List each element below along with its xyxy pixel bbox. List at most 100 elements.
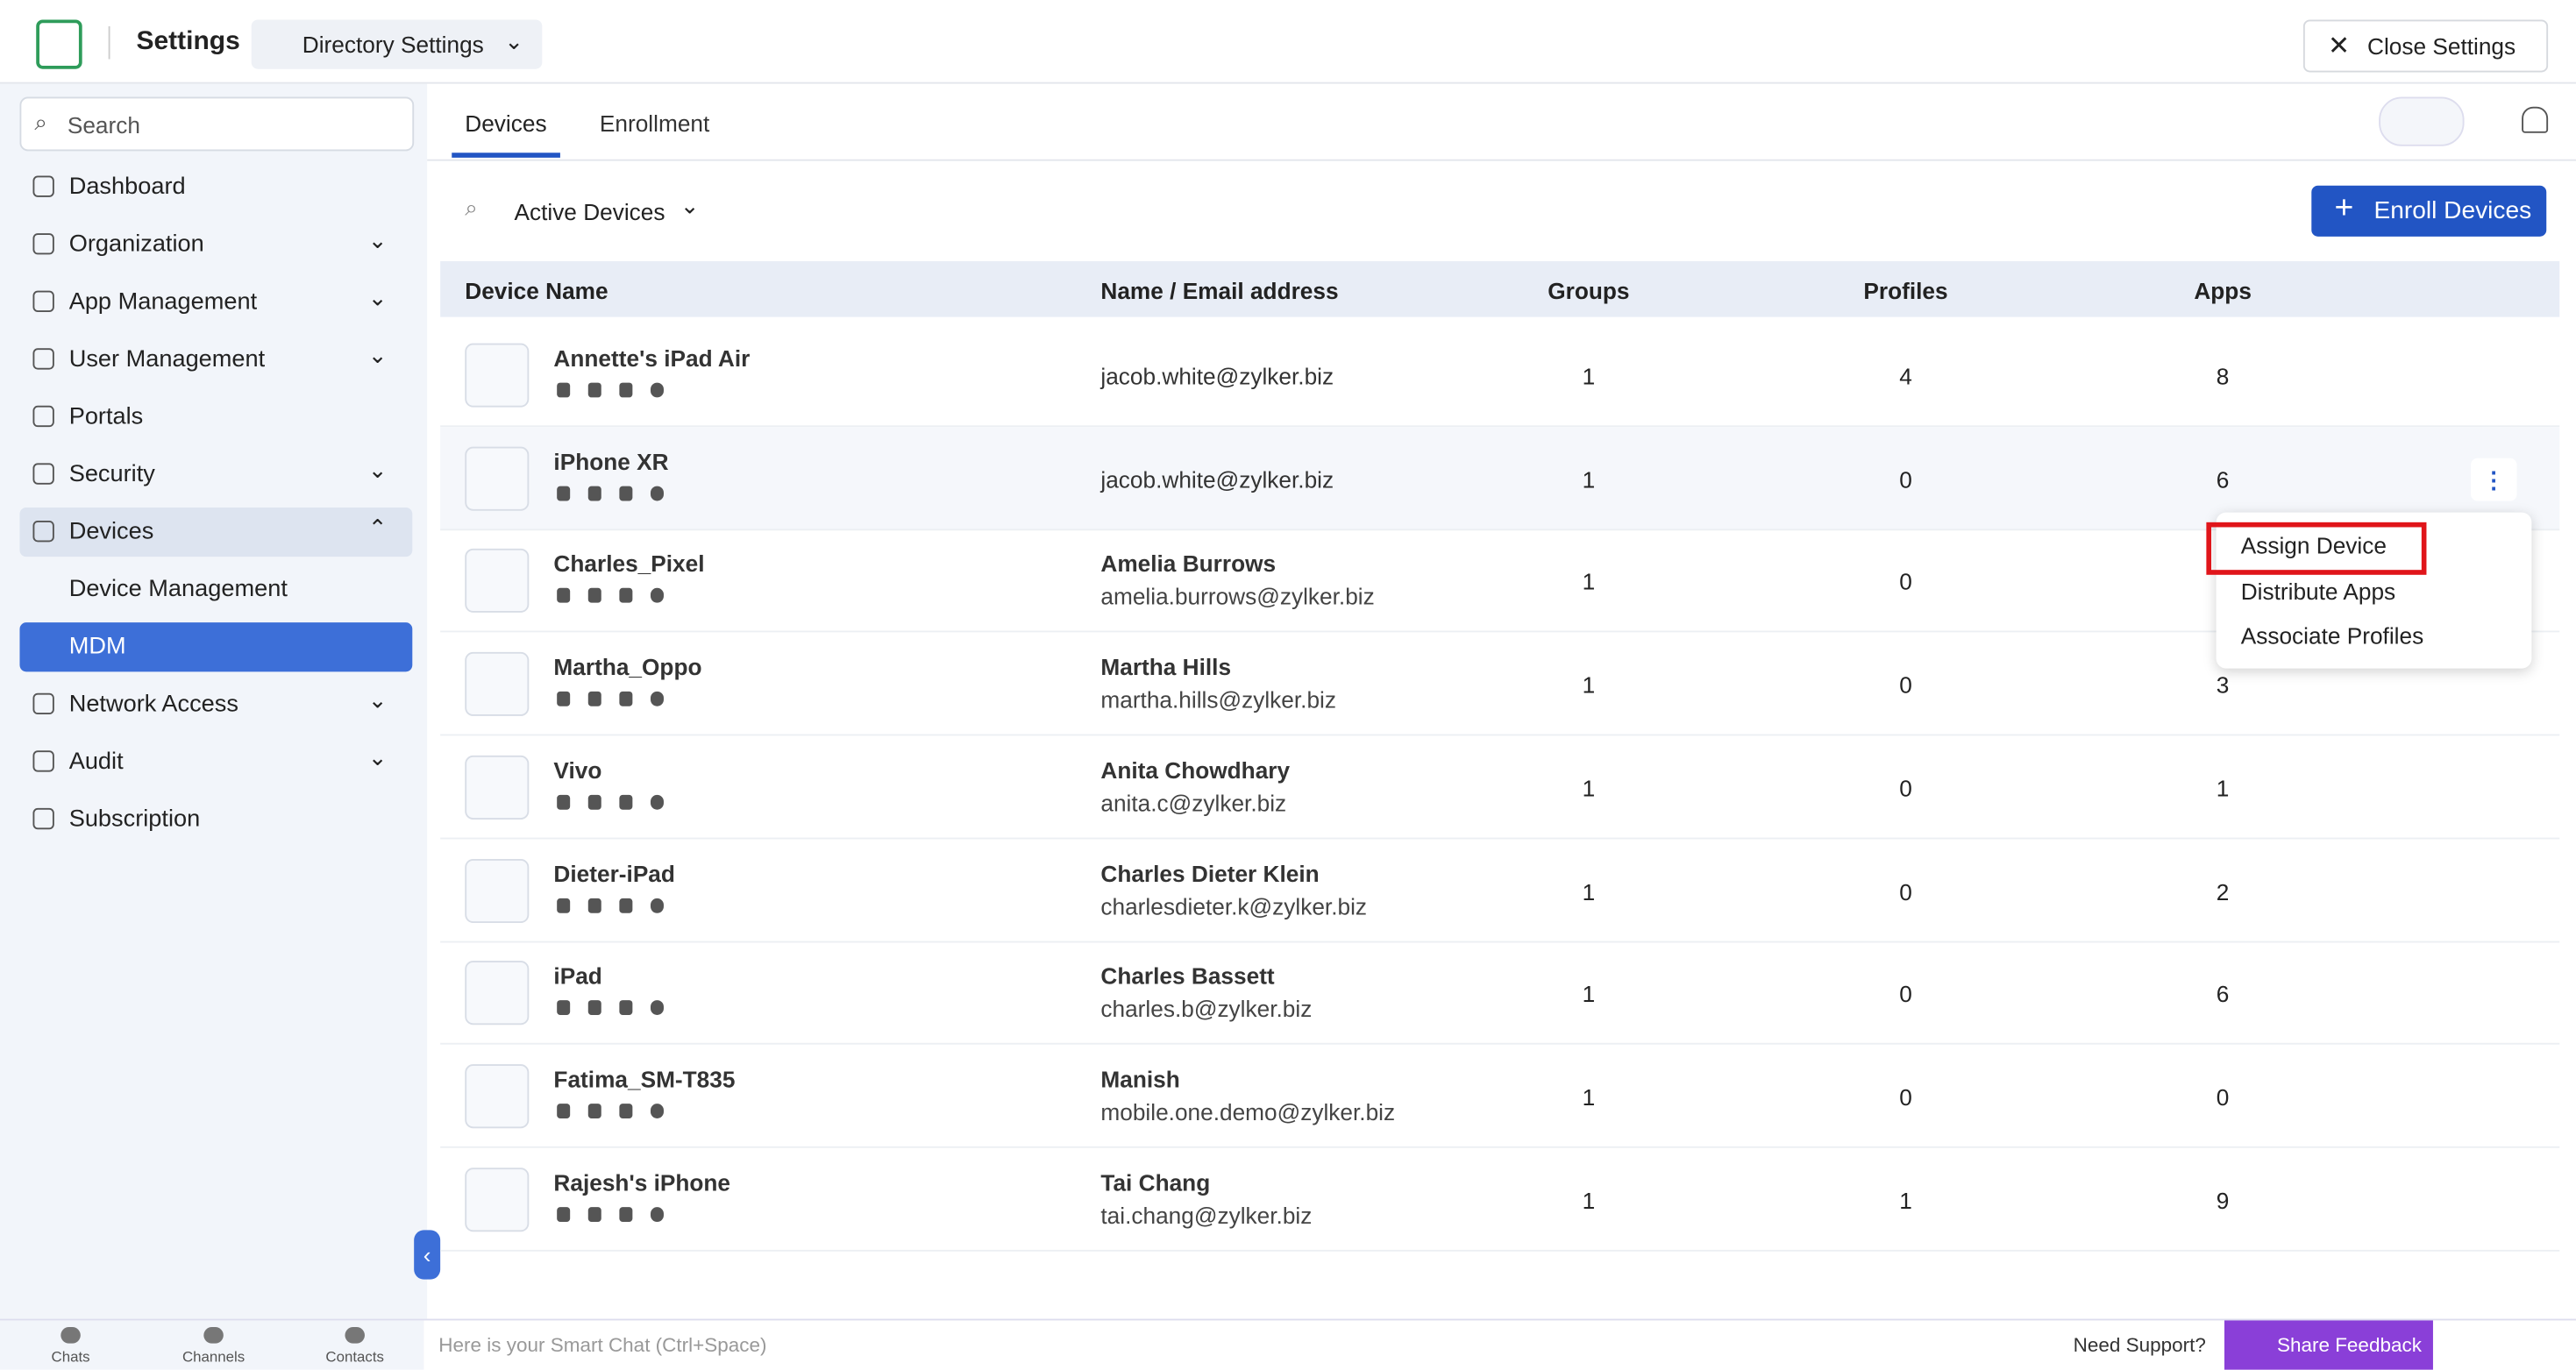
cell-apps: 8 [2216,363,2230,390]
filter-icon: ⌕ [465,194,478,221]
feedback-button[interactable]: Share Feedback [2224,1320,2433,1370]
user-name: Tai Chang [1100,1168,1211,1196]
nav-item[interactable]: Network Access ⌄ [19,680,412,729]
cell-profiles: 0 [1899,980,1912,1007]
collapse-button[interactable]: ‹ [414,1230,441,1280]
device-table: Device Name Name / Email address Groups Pro… [440,260,2560,1252]
column-header: Name / Email address [1100,277,1339,304]
status-icon [650,1206,664,1222]
cell-groups: 1 [1582,775,1596,801]
nav-item[interactable]: App Management ⌄ [19,278,412,327]
table-row: Annette's iPad Air jacob.white@zylker.biz… [440,323,2560,428]
tab[interactable]: Enrollment [599,110,710,137]
nav-item[interactable]: Portals [19,393,412,442]
device-name[interactable]: Annette's iPad Air [553,344,751,372]
email: mobile.one.demo@zylker.biz [1100,1098,1396,1125]
filter-select[interactable]: Active Devices [514,198,665,225]
device-icon [465,549,530,614]
table-header [440,260,2560,317]
device-name[interactable]: Fatima_SM-T835 [553,1065,736,1092]
nav-item[interactable]: Device Management [19,565,412,614]
device-name[interactable]: iPad [553,962,602,990]
device-name[interactable]: iPhone XR [553,447,669,474]
device-name[interactable]: Dieter-iPad [553,859,675,886]
nav-label: Organization [68,231,204,259]
nav-icon [32,750,54,772]
cell-apps: 6 [2216,465,2230,493]
nav-label: Security [68,461,155,488]
device-name[interactable]: Charles_Pixel [553,550,705,578]
nav-item[interactable]: Audit ⌄ [19,737,412,786]
search-box[interactable]: ⌕ Search [19,96,415,152]
enroll-label: Enroll Devices [2373,196,2532,225]
support-link[interactable]: Need Support? [2073,1333,2206,1357]
device-name[interactable]: Vivo [553,756,602,784]
nav-item[interactable]: Devices ⌃ [19,507,413,557]
nav-label: Dashboard [68,174,186,201]
device-icon [465,652,530,717]
user-name: Amelia Burrows [1100,550,1277,578]
status-icon [557,1103,571,1118]
nav-item[interactable]: Subscription [19,795,412,844]
status-icon [619,897,633,912]
row-menu-button[interactable]: ⋮ [2471,458,2517,501]
table-row: Martha_Oppo Martha Hills martha.hills@zylk… [440,633,2560,736]
nav-item[interactable]: MDM [19,622,413,672]
tab-icon [345,1326,365,1344]
cell-apps: 1 [2216,775,2230,801]
device-name[interactable]: Martha_Oppo [553,653,702,680]
status-icon [557,1206,571,1222]
menu-item[interactable]: Associate Profiles [2240,622,2424,650]
status-icon [587,588,601,604]
status-icon [619,692,633,706]
nav-item[interactable]: Security ⌄ [19,450,412,499]
tab[interactable]: Devices [465,110,547,137]
status-icon [587,794,601,810]
status-icon [650,794,664,810]
status-icon [650,1000,664,1016]
bell-icon[interactable] [2522,106,2549,133]
quick-action[interactable] [2379,96,2465,146]
chevron: ⌄ [367,456,388,483]
close-label: Close Settings [2367,32,2516,60]
menu-item[interactable]: Assign Device [2240,532,2387,559]
chevron: ⌄ [367,284,388,311]
status-icon [619,382,633,398]
table-row: Charles_Pixel Amelia Burrows amelia.burrow… [440,529,2560,634]
status-icon [557,382,571,398]
nav-item[interactable]: Organization ⌄ [19,220,412,269]
chevron: ⌄ [367,686,388,713]
device-name[interactable]: Rajesh's iPhone [553,1168,731,1196]
nav-item[interactable]: User Management ⌄ [19,335,412,384]
cell-profiles: 0 [1899,569,1912,596]
cell-apps: 6 [2216,980,2230,1007]
nav-item[interactable]: Dashboard [19,162,412,211]
chat-hint[interactable]: Here is your Smart Chat (Ctrl+Space) [438,1333,767,1357]
chevron: ⌄ [367,341,388,368]
device-icon [465,858,530,923]
cell-groups: 1 [1582,1083,1596,1111]
directory-select[interactable]: Directory Settings ⌄ [251,19,543,69]
bottom-tab[interactable]: Contacts [325,1348,385,1366]
nav-label: Devices [68,519,154,546]
bottom-tab[interactable]: Chats [51,1348,90,1366]
cell-groups: 1 [1582,877,1596,905]
status-icon [619,1206,633,1222]
email: charlesdieter.k@zylker.biz [1100,892,1368,919]
chevron: ⌄ [504,27,524,54]
bottom-bar: Chats Channels Contacts Here is your Smart… [0,1318,2576,1370]
nav-icon [32,405,54,428]
close-button[interactable]: ✕ Close Settings [2302,19,2549,73]
bottom-tab[interactable]: Channels [181,1348,246,1366]
status-icon [650,486,664,500]
nav-label: User Management [68,346,266,373]
menu-item[interactable]: Distribute Apps [2240,577,2396,604]
table-row: Rajesh's iPhone Tai Chang tai.chang@zylker… [440,1147,2560,1251]
chevron: ⌄ [367,226,388,253]
user-name: Charles Bassett [1100,962,1275,990]
nav-icon [32,290,54,313]
enroll-button[interactable]: + Enroll Devices [2311,185,2547,237]
status-icon [619,486,633,500]
status-icon [650,897,664,912]
nav-icon [32,807,54,830]
